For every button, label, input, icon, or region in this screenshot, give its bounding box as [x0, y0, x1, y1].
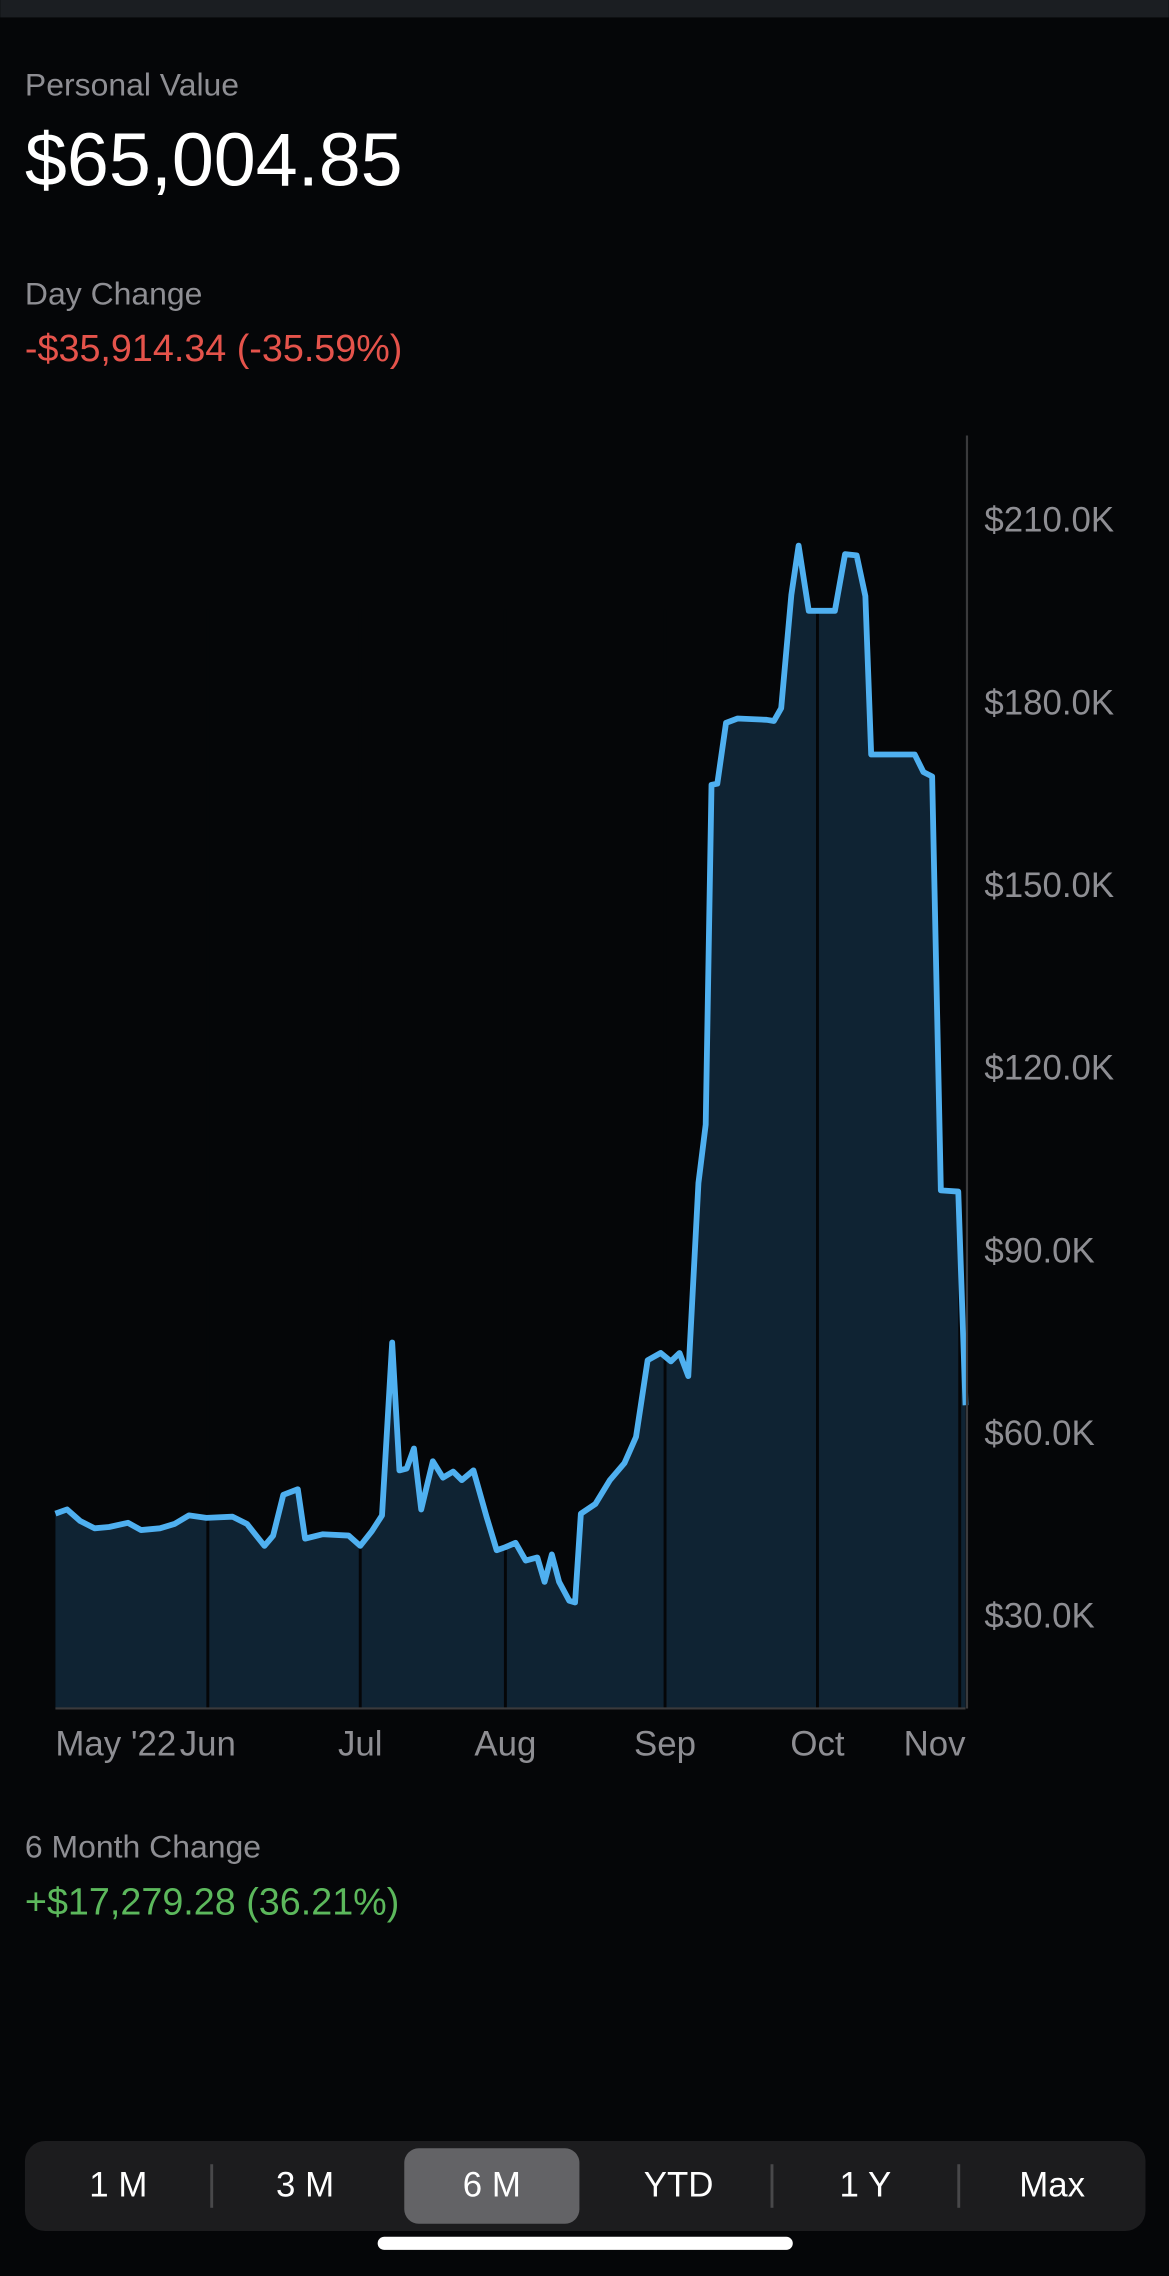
x-tick-label: Nov: [904, 1724, 967, 1763]
period-change-label: 6 Month Change: [25, 1829, 261, 1865]
y-tick-label: $120.0K: [984, 1049, 1114, 1088]
x-tick-label: May '22: [55, 1724, 176, 1763]
range-button[interactable]: 1 M: [89, 2166, 147, 2205]
home-indicator: [377, 2236, 793, 2250]
value-label: Personal Value: [25, 67, 239, 103]
area: [55, 545, 966, 1709]
period-change: +$17,279.28 (36.21%): [25, 1880, 399, 1922]
y-tick-label: $30.0K: [984, 1597, 1094, 1636]
y-tick-label: $90.0K: [984, 1231, 1094, 1270]
y-tick-label: $150.0K: [984, 866, 1114, 905]
range-button[interactable]: 3 M: [276, 2166, 334, 2205]
x-tick-label: Oct: [790, 1724, 845, 1763]
x-tick-label: Jun: [180, 1724, 236, 1763]
x-tick-label: Sep: [634, 1724, 696, 1763]
line: [54, 542, 969, 1606]
y-tick-label: $180.0K: [984, 683, 1114, 722]
y-tick-label: $210.0K: [984, 501, 1114, 540]
selected-pill: [404, 2148, 580, 2224]
x-tick-label: Aug: [474, 1724, 536, 1763]
day-change: -$35,914.34 (-35.59%): [25, 327, 402, 369]
value: $65,004.85: [25, 117, 403, 201]
x-tick-label: Jul: [338, 1724, 383, 1763]
range-button[interactable]: YTD: [644, 2166, 714, 2205]
day-change-label: Day Change: [25, 276, 202, 312]
chart: May '22 Jun Jul Aug Sep Oct Nov $30.0K $60.0K $90…: [54, 435, 1114, 1763]
range-button[interactable]: 6 M: [463, 2166, 521, 2205]
range-button[interactable]: 1 Y: [840, 2166, 892, 2205]
status-bar: [0, 0, 1169, 18]
range-buttons: 1 M 3 M 6 M YTD 1 Y Max: [89, 2148, 1086, 2224]
range-selector: [24, 2141, 1146, 2232]
range-button[interactable]: Max: [1019, 2166, 1085, 2205]
y-tick-label: $60.0K: [984, 1414, 1094, 1453]
